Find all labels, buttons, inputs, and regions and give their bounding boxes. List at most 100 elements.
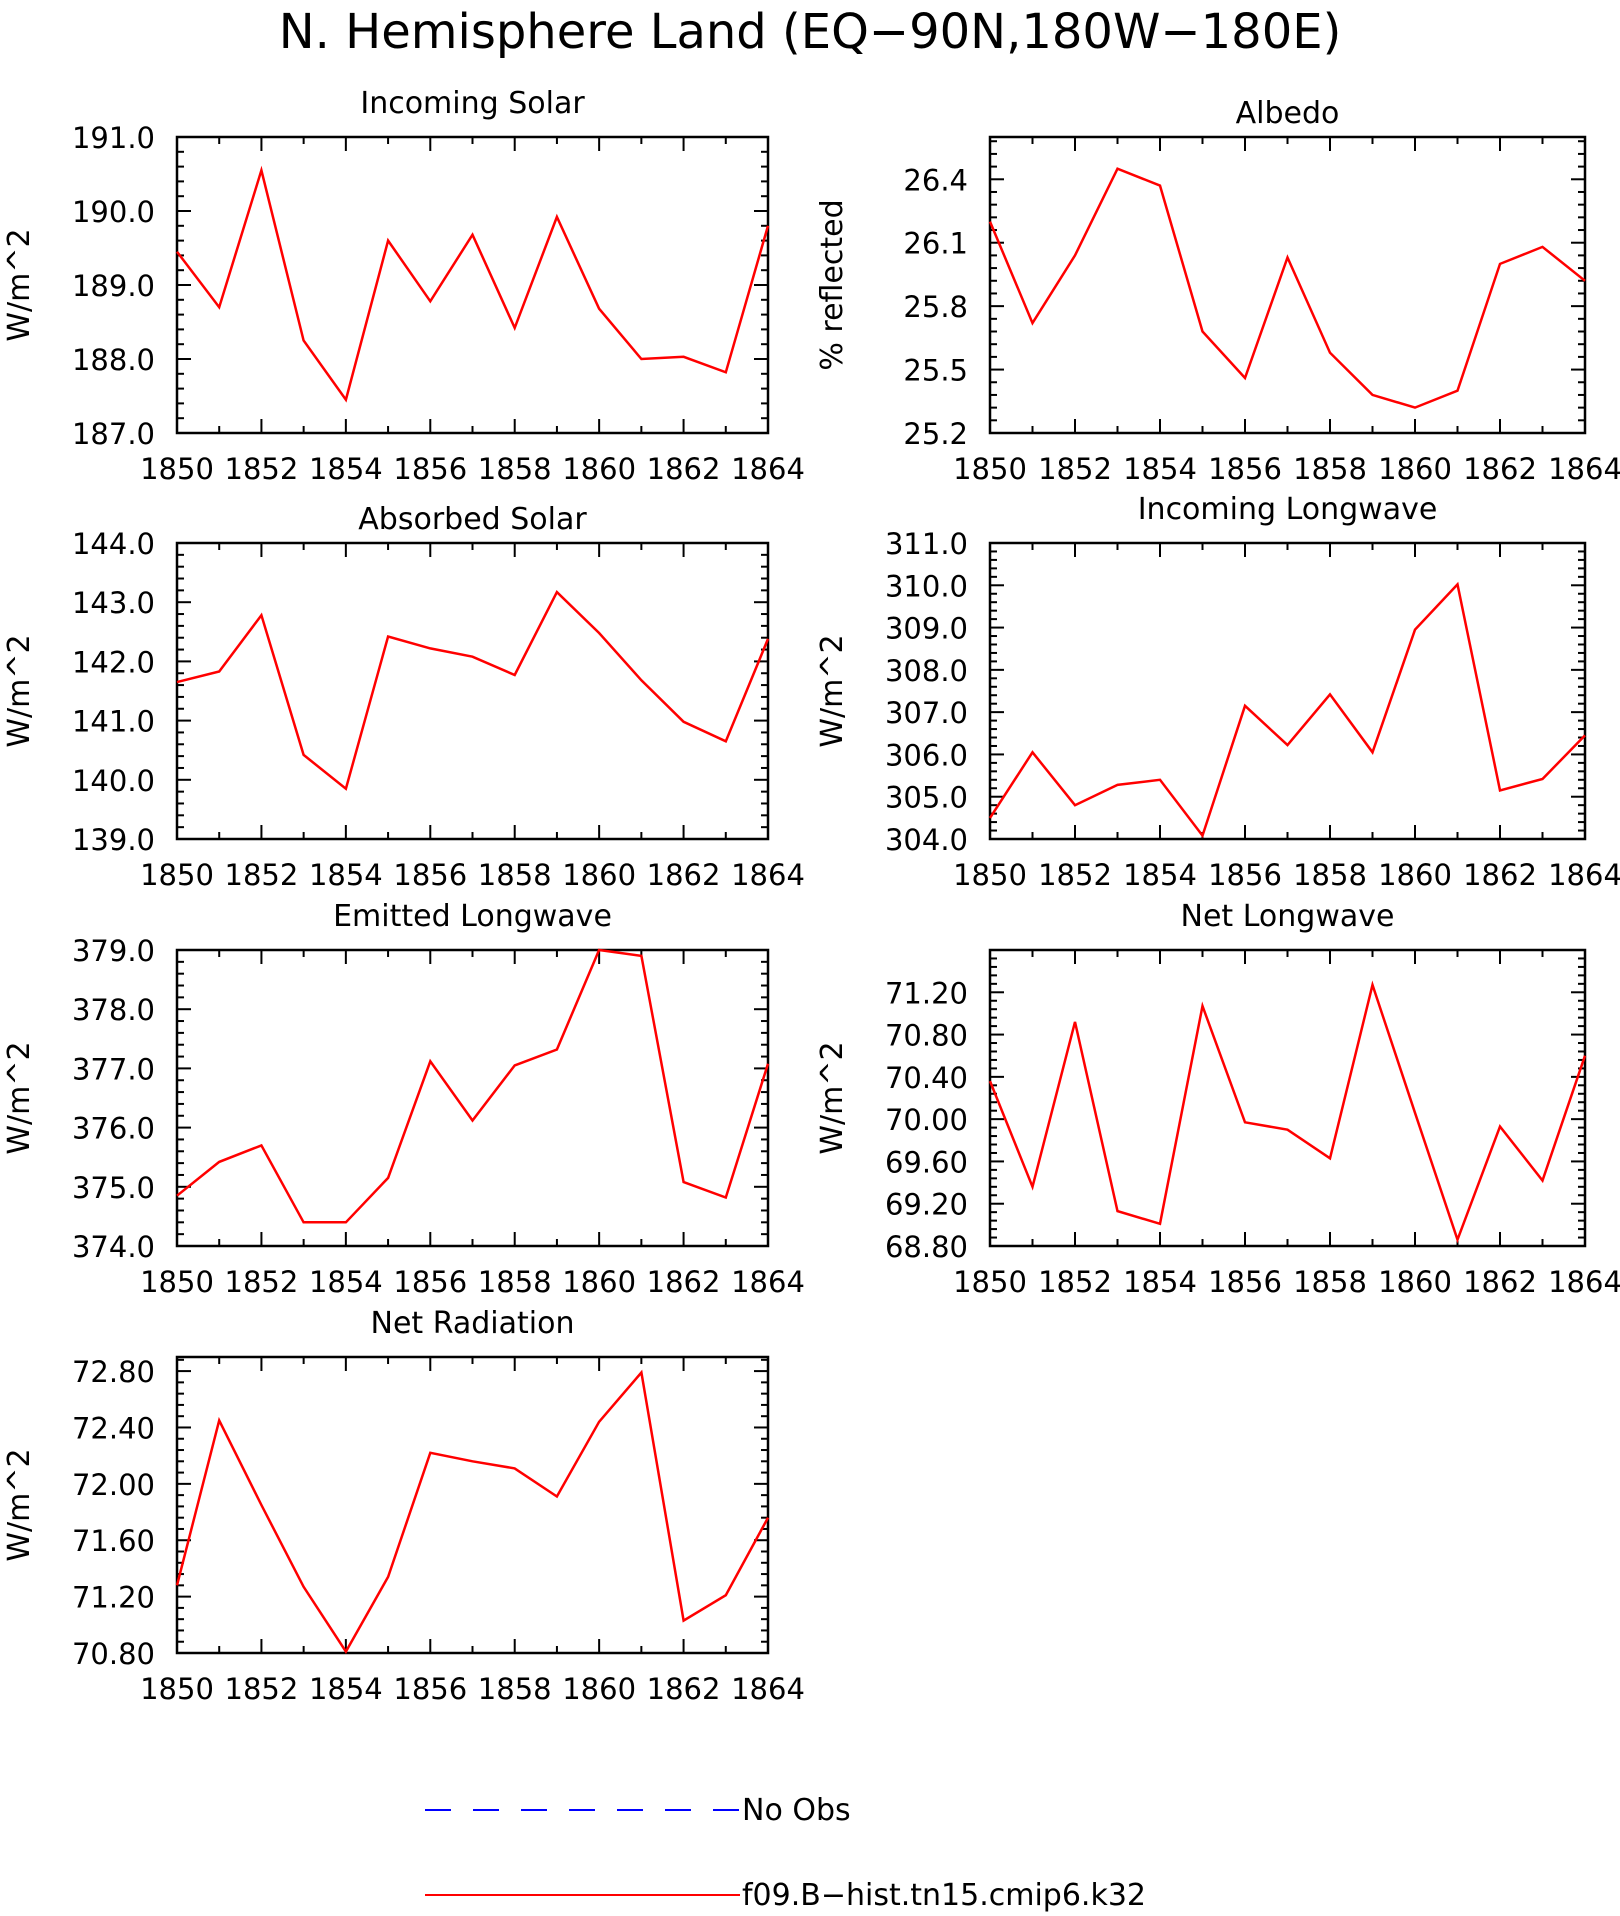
y-tick-label: 71.20	[72, 1581, 155, 1615]
x-tick-label: 1852	[1038, 1265, 1112, 1299]
chart-panel-0: Incoming Solar W/m^2 1850 1852 1854 1856 1858 1…	[2, 86, 805, 486]
x-tick-label: 1854	[309, 452, 383, 486]
x-tick-label: 1858	[478, 1265, 552, 1299]
y-axis-label: W/m^2	[815, 1041, 850, 1154]
series-line-0	[175, 1369, 770, 1655]
plot-frame	[175, 135, 770, 435]
series-line-0	[988, 581, 1586, 839]
x-tick-label: 1858	[478, 452, 552, 486]
y-tick-label: 310.0	[885, 569, 968, 603]
x-tick-label: 1858	[478, 1672, 552, 1706]
x-tick-label: 1856	[1208, 1265, 1282, 1299]
x-tick-label: 1860	[1378, 1265, 1452, 1299]
y-tick-label: 144.0	[72, 527, 155, 561]
chart-panel-3: Incoming Longwave W/m^2 1850 1852 1854 1856 18…	[815, 492, 1620, 892]
y-tick-label: 71.60	[72, 1524, 155, 1558]
panel-title: Net Longwave	[1181, 899, 1395, 934]
y-tick-label: 309.0	[885, 612, 968, 646]
y-tick-label: 25.8	[903, 290, 968, 324]
x-tick-label: 1854	[1123, 452, 1197, 486]
chart-panels: Incoming Solar W/m^2 1850 1852 1854 1856 1858 1…	[2, 86, 1620, 1706]
x-tick-label: 1864	[1548, 452, 1620, 486]
plot-frame	[175, 1355, 770, 1655]
x-tick-label: 1852	[225, 1265, 299, 1299]
y-tick-label: 70.00	[885, 1103, 968, 1137]
x-tick-label: 1856	[393, 1265, 467, 1299]
y-tick-label: 71.20	[885, 976, 968, 1010]
plot-frame	[988, 541, 1587, 841]
series-line-0	[988, 167, 1586, 409]
chart-panel-1: Albedo % reflected 1850 1852 1854 1856 1858 186…	[815, 96, 1620, 486]
y-tick-label: 69.60	[885, 1145, 968, 1179]
y-axis-label: % reflected	[815, 199, 850, 370]
x-tick-label: 1860	[1378, 858, 1452, 892]
y-axis-label: W/m^2	[2, 1041, 37, 1154]
y-tick-label: 68.80	[885, 1230, 968, 1264]
panel-title: Incoming Longwave	[1138, 492, 1438, 527]
y-axis-label: W/m^2	[2, 634, 37, 747]
y-tick-label: 190.0	[72, 195, 155, 229]
x-tick-label: 1854	[309, 858, 383, 892]
y-tick-label: 376.0	[72, 1112, 155, 1146]
x-tick-label: 1852	[225, 452, 299, 486]
y-tick-label: 26.4	[903, 163, 968, 197]
x-tick-label: 1860	[562, 1265, 636, 1299]
plot-frame	[988, 948, 1587, 1248]
x-tick-label: 1854	[1123, 858, 1197, 892]
panel-title: Absorbed Solar	[358, 502, 587, 537]
y-tick-label: 304.0	[885, 823, 968, 857]
x-tick-label: 1850	[953, 452, 1027, 486]
y-tick-label: 305.0	[885, 781, 968, 815]
x-tick-label: 1864	[731, 452, 805, 486]
y-tick-label: 70.40	[885, 1061, 968, 1095]
y-tick-label: 187.0	[72, 417, 155, 451]
x-tick-label: 1860	[562, 452, 636, 486]
y-tick-label: 25.2	[903, 417, 968, 451]
x-tick-label: 1858	[478, 858, 552, 892]
y-tick-label: 308.0	[885, 654, 968, 688]
y-tick-label: 72.80	[72, 1355, 155, 1389]
x-tick-label: 1864	[731, 1265, 805, 1299]
x-tick-label: 1856	[393, 452, 467, 486]
legend: No Obs f09.B−hist.tn15.cmip6.k32	[425, 1793, 1146, 1913]
y-tick-label: 26.1	[903, 227, 968, 261]
y-tick-label: 377.0	[72, 1052, 155, 1086]
chart-panel-6: Net Radiation W/m^2 1850 1852 1854 1856 1858 18…	[2, 1306, 805, 1706]
y-tick-label: 142.0	[72, 645, 155, 679]
y-tick-label: 72.00	[72, 1468, 155, 1502]
chart-panel-5: Net Longwave W/m^2 1850 1852 1854 1856 1858 186…	[815, 899, 1620, 1299]
x-tick-label: 1850	[140, 1672, 214, 1706]
series-line-0	[176, 165, 770, 403]
y-tick-label: 143.0	[72, 586, 155, 620]
y-tick-label: 311.0	[885, 527, 968, 561]
panel-title: Net Radiation	[371, 1306, 575, 1341]
plot-frame	[988, 135, 1587, 435]
panel-title: Emitted Longwave	[333, 899, 612, 934]
x-tick-label: 1850	[140, 858, 214, 892]
x-tick-label: 1850	[953, 1265, 1027, 1299]
x-tick-label: 1864	[1548, 858, 1620, 892]
chart-panel-2: Absorbed Solar W/m^2 1850 1852 1854 1856 1858 1…	[2, 502, 805, 892]
x-tick-label: 1858	[1293, 1265, 1367, 1299]
x-tick-label: 1862	[647, 452, 721, 486]
x-tick-label: 1856	[1208, 858, 1282, 892]
legend-label-model: f09.B−hist.tn15.cmip6.k32	[742, 1878, 1146, 1913]
y-tick-label: 375.0	[72, 1171, 155, 1205]
x-tick-label: 1864	[731, 858, 805, 892]
x-tick-label: 1862	[647, 1265, 721, 1299]
x-tick-label: 1852	[1038, 452, 1112, 486]
y-axis-label: W/m^2	[2, 1448, 37, 1561]
y-tick-label: 306.0	[885, 738, 968, 772]
y-tick-label: 70.80	[72, 1637, 155, 1671]
y-axis-label: W/m^2	[2, 228, 37, 341]
x-tick-label: 1854	[1123, 1265, 1197, 1299]
plot-frame	[175, 948, 770, 1248]
y-tick-label: 191.0	[72, 121, 155, 155]
y-axis-label: W/m^2	[815, 634, 850, 747]
chart-panel-4: Emitted Longwave W/m^2 1850 1852 1854 1856 185…	[2, 899, 805, 1299]
x-tick-label: 1858	[1293, 858, 1367, 892]
y-tick-label: 70.80	[885, 1019, 968, 1053]
x-tick-label: 1852	[225, 858, 299, 892]
x-tick-label: 1852	[1038, 858, 1112, 892]
